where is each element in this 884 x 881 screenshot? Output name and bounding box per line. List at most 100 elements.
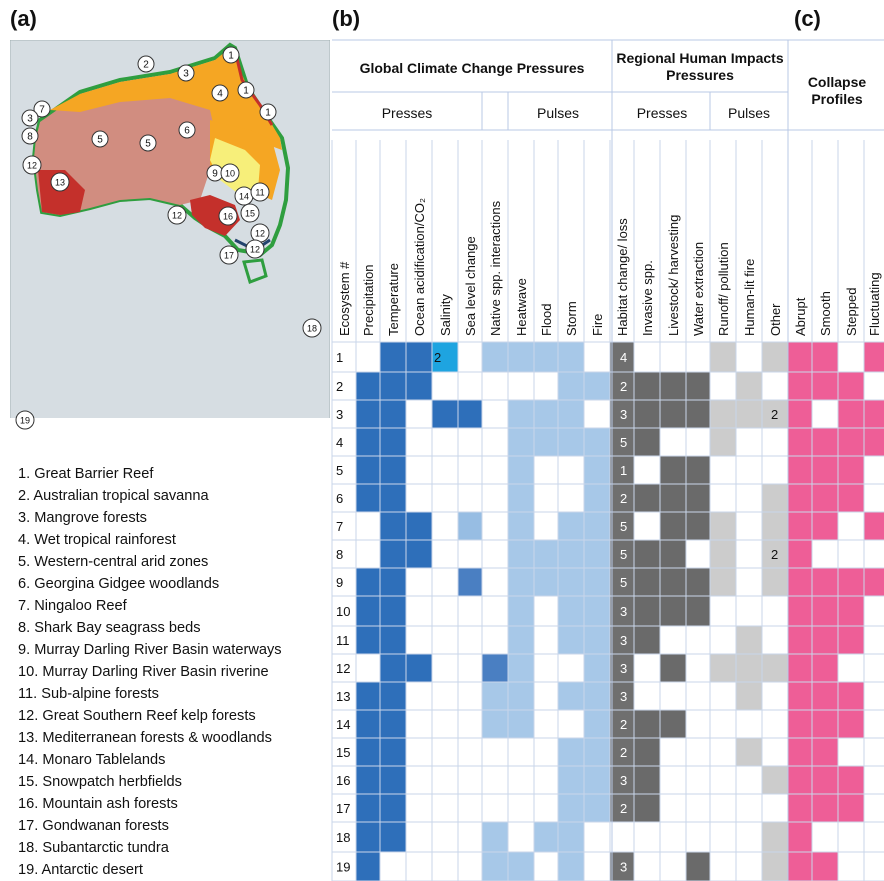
matrix-cell <box>508 682 534 710</box>
matrix-cell <box>356 682 380 710</box>
matrix-cell <box>864 400 884 428</box>
habitat-number: 2 <box>620 745 627 760</box>
matrix-cell <box>534 400 558 428</box>
matrix-cell <box>710 540 736 568</box>
matrix-cell <box>660 512 686 540</box>
matrix-cell <box>558 852 584 881</box>
matrix-cell <box>710 654 736 682</box>
habitat-number: 2 <box>620 491 627 506</box>
matrix-cell <box>482 654 508 682</box>
regional-human-title: Regional Human Impacts Pressures <box>616 50 784 83</box>
matrix-cell <box>812 372 838 400</box>
matrix-cell <box>762 766 788 794</box>
matrix-cell <box>686 372 710 400</box>
matrix-cell <box>356 596 380 626</box>
column-label: Fire <box>590 314 605 336</box>
map-marker-label: 17 <box>224 251 234 261</box>
matrix-cell <box>736 626 762 654</box>
matrix-cell <box>406 540 432 568</box>
habitat-number: 5 <box>620 519 627 534</box>
map-marker <box>302 318 322 338</box>
matrix-cell <box>610 766 634 794</box>
ecosystem-number: 1 <box>336 350 343 365</box>
legend-item: 13. Mediterranean forests & woodlands <box>18 730 272 746</box>
matrix-cell <box>838 682 864 710</box>
matrix-cell <box>584 682 610 710</box>
matrix-cell <box>406 342 432 372</box>
panel-label-a: (a) <box>10 6 37 31</box>
matrix-cell <box>686 568 710 596</box>
matrix-cell <box>634 484 660 512</box>
map-marker-label: 3 <box>183 69 189 80</box>
habitat-number: 3 <box>620 407 627 422</box>
matrix-cell <box>864 512 884 540</box>
habitat-number: 2 <box>620 717 627 732</box>
habitat-number: 5 <box>620 435 627 450</box>
matrix-cells <box>356 342 884 881</box>
matrix-cell <box>610 794 634 822</box>
matrix-cell <box>380 568 406 596</box>
matrix-cell <box>584 766 610 794</box>
matrix-cell <box>558 568 584 596</box>
legend-item: 3. Mangrove forests <box>18 510 147 526</box>
legend-item: 12. Great Southern Reef kelp forests <box>18 708 256 724</box>
ecosystem-number: 15 <box>336 745 350 760</box>
matrix-cell <box>380 822 406 852</box>
legend-item: 6. Georgina Gidgee woodlands <box>18 576 220 592</box>
matrix-cell <box>356 738 380 766</box>
legend-item: 8. Shark Bay seagrass beds <box>18 620 201 636</box>
column-label: Salinity <box>438 294 453 336</box>
matrix-cell <box>380 626 406 654</box>
matrix-cell <box>584 596 610 626</box>
matrix-cell <box>634 596 660 626</box>
legend-item: 2. Australian tropical savanna <box>18 488 209 504</box>
matrix-cell <box>584 738 610 766</box>
matrix-cell <box>788 456 812 484</box>
matrix-cell <box>584 540 610 568</box>
legend-item: 10. Murray Darling River Basin riverine <box>18 664 269 680</box>
global-climate-title: Global Climate Change Pressures <box>359 60 585 76</box>
matrix-cell <box>482 822 508 852</box>
map-marker-label: 7 <box>39 105 45 116</box>
matrix-cell <box>762 400 788 428</box>
matrix-cell <box>380 456 406 484</box>
climate-pulses-label: Pulses <box>536 105 580 121</box>
matrix-cell <box>634 626 660 654</box>
map-marker-label: 10 <box>225 169 235 179</box>
column-label: Stepped <box>844 288 859 336</box>
matrix-cell <box>558 738 584 766</box>
matrix-cell <box>788 342 812 372</box>
matrix-cell <box>812 596 838 626</box>
map-marker <box>220 163 240 183</box>
matrix-cell <box>812 456 838 484</box>
habitat-number: 2 <box>620 801 627 816</box>
map-marker-label: 12 <box>250 245 260 255</box>
matrix-cell <box>634 766 660 794</box>
matrix-cell <box>838 456 864 484</box>
legend-item: 18. Subantarctic tundra <box>18 840 169 856</box>
matrix-cell <box>812 852 838 881</box>
matrix-cell <box>838 372 864 400</box>
habitat-number: 2 <box>620 379 627 394</box>
matrix-cell <box>788 568 812 596</box>
matrix-cell <box>686 400 710 428</box>
map-marker <box>137 55 155 73</box>
map-marker-label: 3 <box>27 114 33 125</box>
matrix-cell <box>482 342 508 372</box>
matrix-cell <box>558 512 584 540</box>
column-label: Temperature <box>386 263 401 336</box>
habitat-number: 3 <box>620 860 627 875</box>
matrix-cell <box>762 852 788 881</box>
matrix-cell <box>812 682 838 710</box>
ecosystem-number: 7 <box>336 519 343 534</box>
matrix-cell <box>508 484 534 512</box>
map-marker-label: 12 <box>255 229 265 239</box>
climate-presses-label: Presses <box>381 105 433 121</box>
matrix-cell <box>762 484 788 512</box>
matrix-cell <box>380 596 406 626</box>
map-marker-label: 12 <box>27 161 37 171</box>
matrix-cell <box>380 794 406 822</box>
column-label: Livestock/ harvesting <box>666 215 681 336</box>
map-marker <box>218 206 238 226</box>
matrix-cell <box>762 512 788 540</box>
